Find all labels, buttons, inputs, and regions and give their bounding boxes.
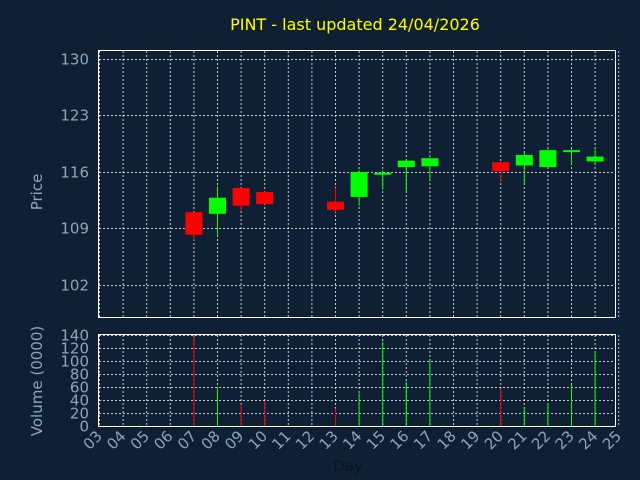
price-y-ticks: 130 123 116 109 102 bbox=[60, 51, 89, 295]
price-panel: 130 123 116 109 102 Price bbox=[28, 50, 620, 318]
volume-tick-label: 0 bbox=[79, 418, 89, 436]
x-tick-label: 20 bbox=[481, 427, 507, 453]
x-tick-label: 18 bbox=[434, 427, 460, 453]
candle-13 bbox=[327, 188, 344, 213]
x-tick-label: 13 bbox=[316, 427, 342, 453]
candle-body bbox=[350, 171, 368, 197]
price-tick-label: 109 bbox=[60, 220, 89, 238]
candle-body bbox=[209, 197, 226, 214]
candle-body bbox=[256, 192, 274, 205]
volume-tick-label: 140 bbox=[60, 327, 89, 345]
x-tick-label: 09 bbox=[221, 427, 247, 453]
x-tick-label: 22 bbox=[528, 427, 554, 453]
price-tick-label: 102 bbox=[60, 277, 89, 295]
x-tick-label: 12 bbox=[292, 427, 318, 453]
candle-body bbox=[515, 154, 533, 166]
price-tick-label: 116 bbox=[60, 164, 89, 182]
candle-20 bbox=[492, 162, 510, 182]
x-tick-label: 17 bbox=[410, 427, 436, 453]
x-tick-label: 04 bbox=[103, 427, 129, 453]
candle-24 bbox=[586, 149, 604, 164]
x-tick-label: 06 bbox=[150, 427, 176, 453]
x-tick-label: 23 bbox=[552, 427, 578, 453]
price-axis-label: Price bbox=[28, 174, 46, 211]
candles bbox=[185, 149, 604, 241]
candle-body bbox=[185, 212, 203, 235]
volume-tick-label: 40 bbox=[70, 392, 89, 410]
candle-10 bbox=[256, 190, 274, 205]
candle-body bbox=[397, 160, 415, 168]
candle-17 bbox=[421, 157, 439, 180]
volume-bars bbox=[193, 336, 596, 426]
candle-22 bbox=[539, 149, 557, 168]
candle-body bbox=[563, 150, 580, 153]
candle-15 bbox=[374, 170, 392, 190]
x-tick-label: 16 bbox=[386, 427, 412, 453]
volume-axis-label: Volume (0000) bbox=[28, 326, 46, 436]
x-tick-labels: 0304050607080910111213141516171819202122… bbox=[80, 427, 625, 453]
x-tick-label: 15 bbox=[363, 427, 389, 453]
candle-body bbox=[232, 188, 250, 206]
volume-plot-frame bbox=[98, 334, 616, 427]
x-tick-label: 05 bbox=[127, 427, 153, 453]
candle-16 bbox=[397, 159, 415, 192]
candle-21 bbox=[515, 152, 533, 185]
volume-tick-label: 60 bbox=[70, 379, 89, 397]
candle-08 bbox=[209, 186, 226, 237]
candle-14 bbox=[350, 170, 368, 206]
candle-body bbox=[539, 150, 557, 168]
volume-tick-label: 120 bbox=[60, 340, 89, 358]
candle-body bbox=[586, 156, 604, 162]
candle-body bbox=[374, 172, 392, 175]
x-tick-label: 14 bbox=[339, 427, 365, 453]
price-plot-frame bbox=[98, 50, 616, 318]
x-tick-label: 10 bbox=[245, 427, 271, 453]
x-tick-label: 24 bbox=[575, 427, 601, 453]
candle-body bbox=[492, 162, 510, 172]
candle-07 bbox=[185, 212, 203, 241]
x-tick-label: 19 bbox=[457, 427, 483, 453]
x-tick-label: 21 bbox=[504, 427, 530, 453]
x-axis-label: Day bbox=[333, 457, 363, 475]
price-tick-label: 123 bbox=[60, 107, 89, 125]
volume-tick-label: 80 bbox=[70, 366, 89, 384]
chart-title: PINT - last updated 24/04/2026 bbox=[230, 15, 480, 34]
x-tick-label: 25 bbox=[599, 427, 625, 453]
candle-body bbox=[421, 158, 439, 167]
price-tick-label: 130 bbox=[60, 51, 89, 69]
volume-tick-label: 20 bbox=[70, 405, 89, 423]
x-tick-label: 11 bbox=[268, 427, 294, 453]
candle-body bbox=[327, 201, 344, 210]
candle-23 bbox=[563, 149, 580, 164]
candle-09 bbox=[232, 188, 250, 211]
x-tick-label: 07 bbox=[174, 427, 200, 453]
volume-tick-label: 100 bbox=[60, 353, 89, 371]
x-tick-label: 08 bbox=[198, 427, 224, 453]
